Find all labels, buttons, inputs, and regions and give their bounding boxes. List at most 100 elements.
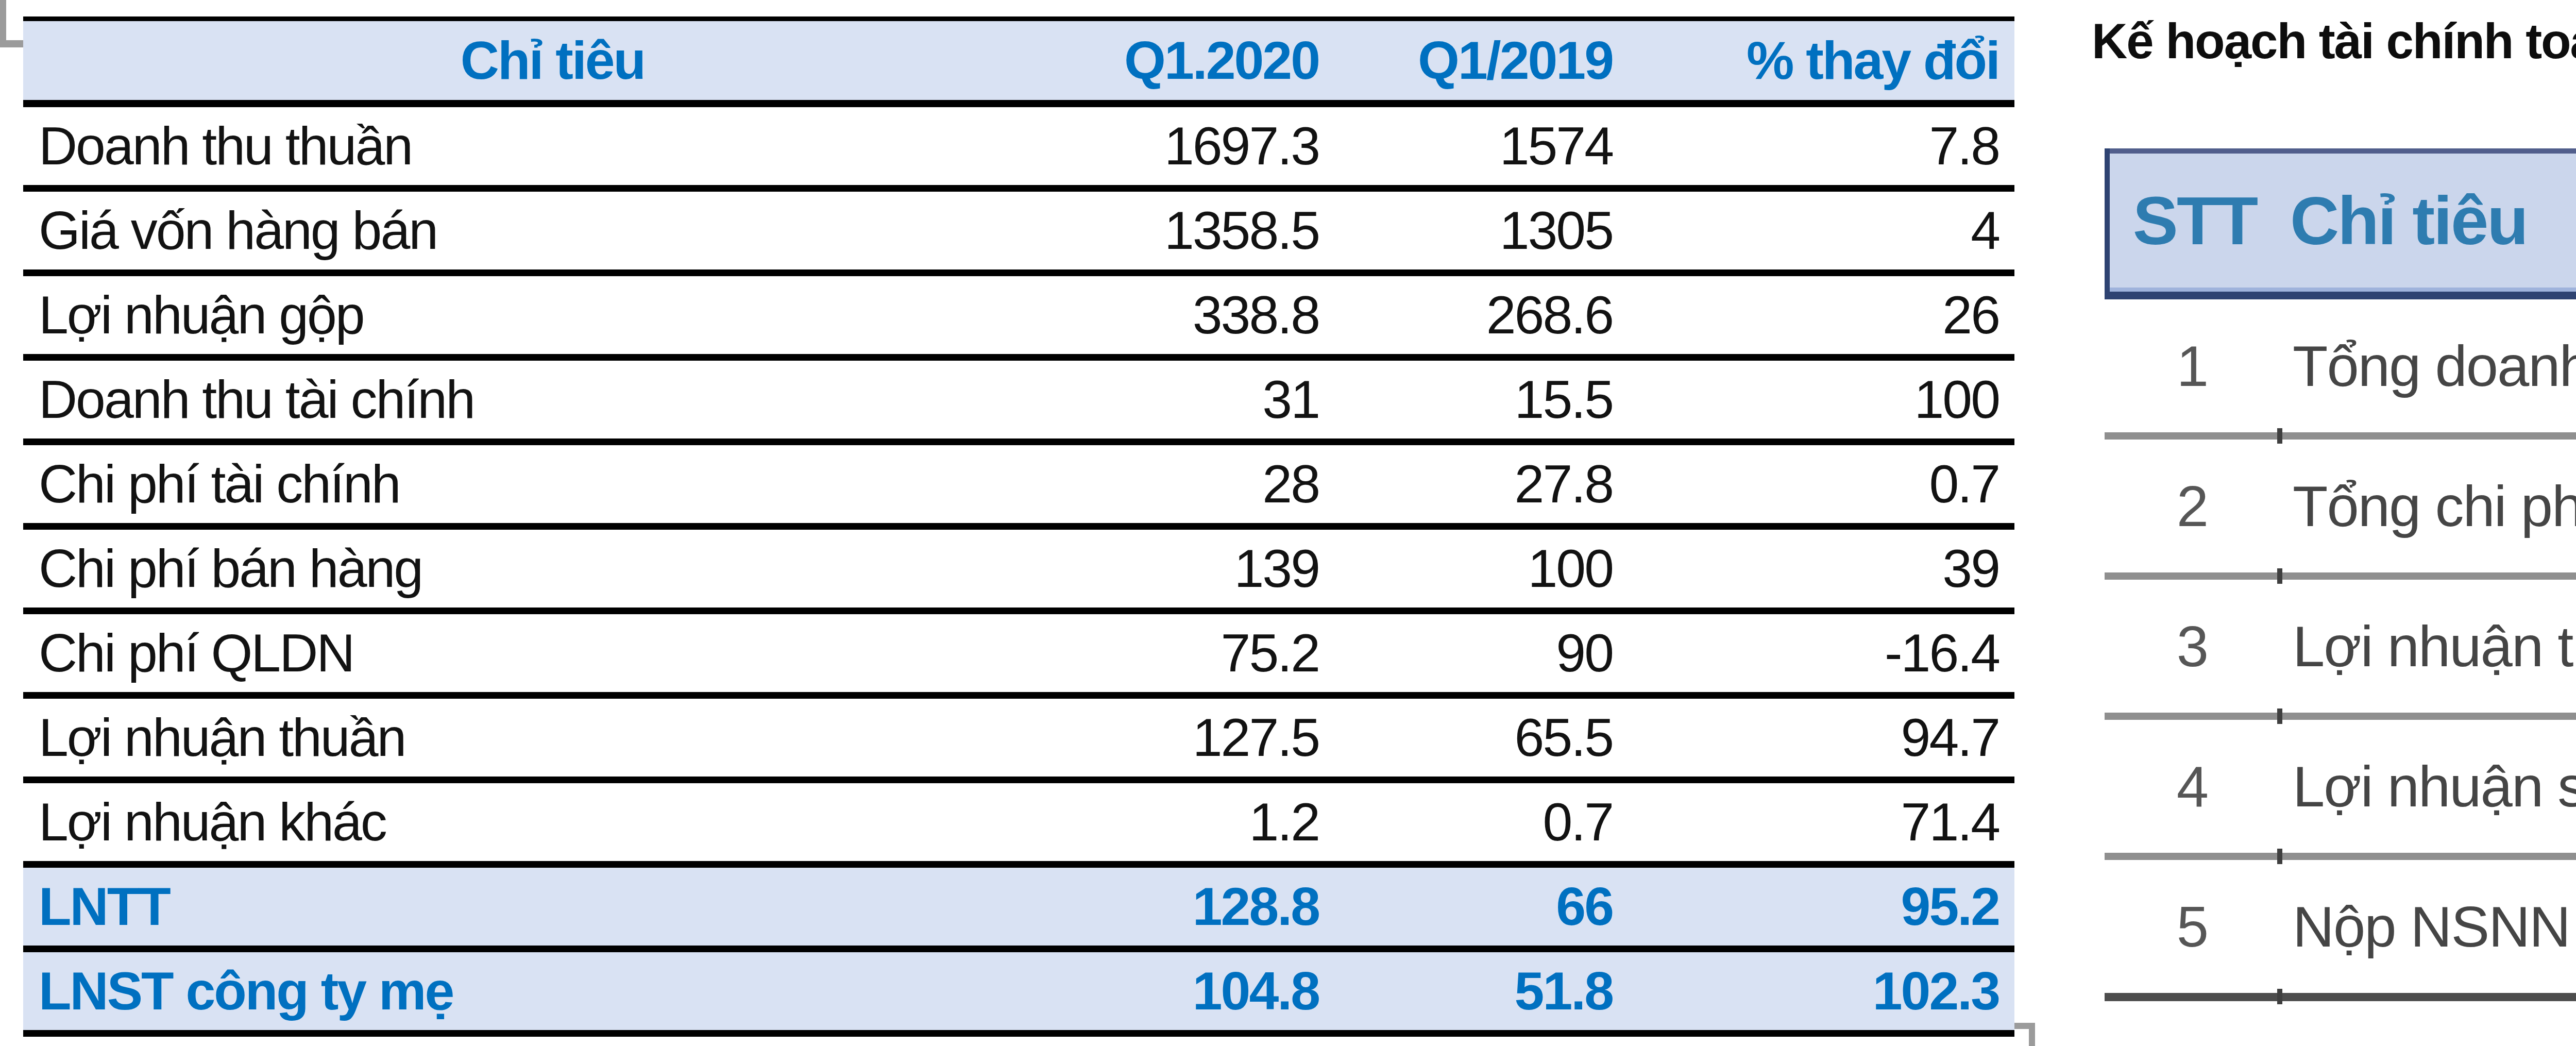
row-separator (2105, 432, 2576, 440)
row-label: Lợi nhuận sau thuế (2280, 753, 2576, 820)
row-separator (2105, 572, 2576, 580)
table-row: Doanh thu tài chính 31 15.5 100 (23, 361, 2014, 445)
cell-q1-2019: 0.7 (1334, 791, 1628, 853)
cell-q1-2019: 1574 (1334, 115, 1628, 177)
cell-q1-2020: 75.2 (1082, 622, 1334, 684)
column-divider-tick (2277, 428, 2282, 444)
cell-percent-change: 0.7 (1628, 453, 2014, 515)
table-row: Chi phí tài chính 28 27.8 0.7 (23, 445, 2014, 530)
cell-q1-2020: 139 (1082, 538, 1334, 599)
cell-q1-2020: 1358.5 (1082, 200, 1334, 261)
column-divider-tick (2277, 849, 2282, 864)
cell-percent-change: 95.2 (1628, 876, 2014, 937)
cell-q1-2020: 128.8 (1082, 876, 1334, 937)
table-row: Chi phí bán hàng 139 100 39 (23, 530, 2014, 614)
row-label: Lợi nhuận khác (23, 791, 1082, 853)
cell-percent-change: 26 (1628, 284, 2014, 346)
cell-percent-change: 102.3 (1628, 960, 2014, 1022)
cell-stt: 4 (2105, 753, 2280, 820)
cell-q1-2019: 268.6 (1334, 284, 1628, 346)
plan-table-header-row: STT Chỉ tiêu ĐVT Kế hoạch 2020 (2105, 148, 2576, 299)
cell-q1-2020: 31 (1082, 369, 1334, 430)
column-divider-tick (2277, 568, 2282, 584)
cell-q1-2019: 90 (1334, 622, 1628, 684)
row-label: Lợi nhuận thuần (23, 707, 1082, 768)
cell-q1-2020: 104.8 (1082, 960, 1334, 1022)
quarterly-table-header-row: Chỉ tiêu Q1.2020 Q1/2019 % thay đổi (23, 21, 2014, 107)
cell-percent-change: 71.4 (1628, 791, 2014, 853)
row-separator (2105, 713, 2576, 720)
row-label: Tổng doanh thu (2280, 333, 2576, 399)
row-label: Chi phí bán hàng (23, 538, 1082, 599)
table-top-border (23, 16, 2014, 21)
cell-stt: 5 (2105, 893, 2280, 960)
row-label: Doanh thu tài chính (23, 369, 1082, 430)
row-label: Doanh thu thuần (23, 115, 1082, 177)
cell-percent-change: 4 (1628, 200, 2014, 261)
table-row: Lợi nhuận thuần 127.5 65.5 94.7 (23, 699, 2014, 783)
financial-plan-table: STT Chỉ tiêu ĐVT Kế hoạch 2020 1 Tổng do… (2105, 148, 2576, 1001)
table-row: 3 Lợi nhuận trước thuế Tỷ đồng 513 (2105, 580, 2576, 713)
table-row: 4 Lợi nhuận sau thuế Tỷ đồng 433 (2105, 720, 2576, 853)
cell-q1-2019: 15.5 (1334, 369, 1628, 430)
cell-q1-2019: 66 (1334, 876, 1628, 937)
quarterly-table-summary: LNTT 128.8 66 95.2 LNST công ty mẹ 104.8… (23, 868, 2014, 1037)
header-light-border (2110, 288, 2576, 292)
table-row: Chi phí QLDN 75.2 90 -16.4 (23, 614, 2014, 699)
crop-mark-top-left-arm (0, 40, 24, 47)
column-divider-tick (2277, 708, 2282, 724)
table-row: 2 Tổng chi phí Tỷ đồng 8.724 (2105, 440, 2576, 572)
cell-percent-change: -16.4 (1628, 622, 2014, 684)
table-row: Lợi nhuận khác 1.2 0.7 71.4 (23, 783, 2014, 868)
table-row: Doanh thu thuần 1697.3 1574 7.8 (23, 107, 2014, 192)
column-header-chi-tieu: Chỉ tiêu (2280, 182, 2576, 260)
row-label: Tổng chi phí (2280, 473, 2576, 539)
row-label: Lợi nhuận trước thuế (2280, 613, 2576, 680)
row-label: Chi phí QLDN (23, 622, 1082, 684)
header-top-border (2110, 148, 2576, 154)
column-header-q1-2020: Q1.2020 (1082, 30, 1334, 91)
section-title: Kế hoạch tài chính toàn Tổng Công ty (hợ… (2092, 13, 2576, 70)
cell-q1-2019: 27.8 (1334, 453, 1628, 515)
cell-q1-2020: 338.8 (1082, 284, 1334, 346)
header-bottom-border (2110, 292, 2576, 299)
cell-q1-2020: 1.2 (1082, 791, 1334, 853)
table-row: 5 Nộp NSNN Tỷ đồng 159 (2105, 860, 2576, 993)
cell-percent-change: 100 (1628, 369, 2014, 430)
row-label: Nộp NSNN (2280, 893, 2576, 960)
plan-table-body: 1 Tổng doanh thu Tỷ đồng 9.237 2 Tổng ch… (2105, 299, 2576, 1001)
cell-percent-change: 94.7 (1628, 707, 2014, 768)
row-separator (2105, 853, 2576, 860)
cell-q1-2020: 1697.3 (1082, 115, 1334, 177)
cell-stt: 3 (2105, 613, 2280, 680)
column-divider-tick (2277, 989, 2282, 1004)
cell-q1-2020: 28 (1082, 453, 1334, 515)
column-header-chi-tieu: Chỉ tiêu (23, 30, 1082, 91)
cell-q1-2019: 100 (1334, 538, 1628, 599)
column-header-q1-2019: Q1/2019 (1334, 30, 1628, 91)
crop-mark-bottom-right-arm (2012, 1023, 2035, 1029)
summary-row: LNTT 128.8 66 95.2 (23, 868, 2014, 952)
quarterly-results-table: Chỉ tiêu Q1.2020 Q1/2019 % thay đổi Doan… (23, 16, 2014, 1037)
row-label: Lợi nhuận gộp (23, 284, 1082, 346)
column-header-stt: STT (2110, 182, 2280, 260)
cell-stt: 2 (2105, 473, 2280, 539)
cell-q1-2020: 127.5 (1082, 707, 1334, 768)
cell-stt: 1 (2105, 333, 2280, 399)
summary-row: LNST công ty mẹ 104.8 51.8 102.3 (23, 952, 2014, 1037)
summary-row-label: LNST công ty mẹ (23, 960, 1082, 1022)
cell-q1-2019: 51.8 (1334, 960, 1628, 1022)
row-label: Giá vốn hàng bán (23, 200, 1082, 261)
cell-q1-2019: 65.5 (1334, 707, 1628, 768)
cell-percent-change: 7.8 (1628, 115, 2014, 177)
table-row: Lợi nhuận gộp 338.8 268.6 26 (23, 276, 2014, 361)
table-row: Giá vốn hàng bán 1358.5 1305 4 (23, 192, 2014, 276)
table-row: 1 Tổng doanh thu Tỷ đồng 9.237 (2105, 299, 2576, 432)
quarterly-table-body: Doanh thu thuần 1697.3 1574 7.8 Giá vốn … (23, 107, 2014, 868)
row-separator (2105, 993, 2576, 1001)
cell-q1-2019: 1305 (1334, 200, 1628, 261)
summary-row-label: LNTT (23, 876, 1082, 937)
cell-percent-change: 39 (1628, 538, 2014, 599)
row-label: Chi phí tài chính (23, 453, 1082, 515)
column-header-percent-change: % thay đổi (1628, 30, 2014, 91)
